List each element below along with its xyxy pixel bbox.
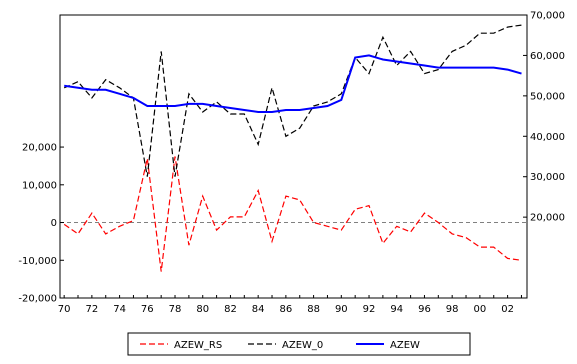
x-tick-label: 02 bbox=[501, 304, 514, 315]
x-tick-label: 84 bbox=[252, 304, 265, 315]
x-tick-label: 82 bbox=[224, 304, 237, 315]
right-tick-label: 50,000 bbox=[530, 91, 565, 102]
left-tick-label: -10,000 bbox=[18, 256, 57, 267]
series-line-azew-rs bbox=[63, 156, 522, 272]
x-tick-label: 92 bbox=[363, 304, 376, 315]
x-tick-label: 00 bbox=[474, 304, 487, 315]
x-tick-label: 78 bbox=[169, 304, 182, 315]
left-tick-label: 20,000 bbox=[22, 143, 57, 154]
x-tick-label: 80 bbox=[196, 304, 209, 315]
right-tick-label: 60,000 bbox=[530, 51, 565, 62]
x-tick-label: 96 bbox=[418, 304, 431, 315]
legend-box bbox=[127, 332, 471, 356]
left-tick-label: 10,000 bbox=[22, 180, 57, 191]
series-layer bbox=[63, 24, 522, 272]
x-tick-label: 72 bbox=[86, 304, 99, 315]
legend-label: AZEW_RS bbox=[174, 340, 222, 351]
left-tick-label: 0 bbox=[51, 218, 57, 229]
right-axis: 70,000 60,000 50,000 40,000 30,000 20,000 bbox=[523, 11, 565, 224]
x-tick-label: 94 bbox=[390, 304, 403, 315]
x-axis: 70 72 74 76 78 80 82 84 86 88 90 92 94 96 98 00 02 bbox=[58, 295, 522, 315]
legend-label: AZEW_0 bbox=[282, 340, 323, 351]
right-tick-label: 70,000 bbox=[530, 11, 565, 22]
x-tick-label: 98 bbox=[446, 304, 459, 315]
x-tick-label: 70 bbox=[58, 304, 71, 315]
x-tick-label: 90 bbox=[335, 304, 348, 315]
x-tick-label: 86 bbox=[280, 304, 293, 315]
x-tick-label: 76 bbox=[141, 304, 154, 315]
legend-label: AZEW bbox=[390, 340, 420, 351]
series-line-azew bbox=[64, 54, 522, 113]
right-tick-label: 40,000 bbox=[530, 132, 565, 143]
legend: AZEW_RS AZEW_0 AZEW bbox=[127, 332, 471, 356]
left-axis: 20,000 10,000 0 -10,000 -20,000 bbox=[18, 143, 64, 305]
right-tick-label: 20,000 bbox=[530, 213, 565, 224]
series-line-azew-0 bbox=[63, 24, 522, 177]
x-tick-label: 88 bbox=[307, 304, 320, 315]
plot-frame bbox=[59, 14, 528, 299]
left-tick-label: -20,000 bbox=[18, 294, 57, 305]
x-tick-label: 74 bbox=[113, 304, 126, 315]
right-tick-label: 30,000 bbox=[530, 172, 565, 183]
